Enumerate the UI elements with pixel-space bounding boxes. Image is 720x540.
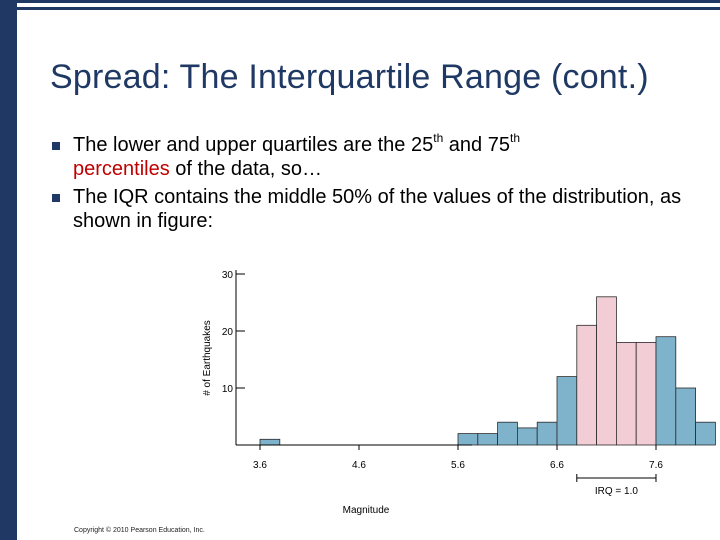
highlighted-term: percentiles [73, 158, 170, 180]
histogram-bar [695, 421, 716, 446]
y-axis-label: # of Earthquakes [202, 320, 213, 396]
x-tick-label: 5.6 [451, 460, 465, 471]
top-rule-secondary [17, 7, 720, 10]
histogram-bar [259, 438, 281, 446]
bullet-text: and 75 [443, 134, 510, 156]
histogram-bars [259, 296, 716, 446]
histogram-bar [675, 387, 696, 446]
iqr-bracket [576, 474, 657, 482]
bullet-item-iqr: The IQR contains the middle 50% of the v… [50, 185, 690, 233]
x-axis-label: Magnitude [343, 505, 390, 516]
top-rule [17, 0, 720, 3]
y-tick-label: 20 [222, 327, 234, 338]
superscript: th [509, 131, 520, 146]
histogram-bar-iqr [635, 341, 657, 446]
copyright-text: Copyright © 2010 Pearson Education, Inc. [74, 527, 205, 534]
left-accent-bar [0, 0, 17, 540]
iqr-label: IRQ = 1.0 [595, 486, 639, 497]
histogram-bar [556, 376, 578, 446]
x-tick-label: 6.6 [550, 460, 564, 471]
bullet-list: The lower and upper quartiles are the 25… [50, 131, 690, 237]
histogram-bar [517, 427, 538, 446]
x-tick-label: 4.6 [352, 460, 366, 471]
slide-title: Spread: The Interquartile Range (cont.) [50, 58, 649, 96]
x-tick-label: 3.6 [253, 460, 267, 471]
histogram-bar-iqr [616, 341, 637, 446]
bullet-item-quartiles: The lower and upper quartiles are the 25… [50, 131, 690, 181]
histogram-bar [655, 336, 677, 446]
square-bullet-icon [52, 142, 60, 150]
bullet-text: The lower and upper quartiles are the 25 [73, 134, 434, 156]
histogram-bar-iqr [576, 324, 597, 446]
square-bullet-icon [52, 194, 60, 202]
y-tick-label: 10 [222, 384, 234, 395]
histogram-bar-iqr [596, 296, 617, 446]
x-tick-label: 7.6 [649, 460, 663, 471]
histogram-bar [477, 433, 498, 446]
bullet-text: The IQR contains the middle 50% of the v… [73, 186, 682, 232]
bullet-text: of the data, so… [169, 158, 323, 180]
histogram-bar [457, 433, 479, 446]
y-tick-label: 30 [222, 270, 234, 281]
histogram-bar [536, 421, 558, 446]
superscript: th [433, 131, 444, 146]
histogram-bar [497, 421, 518, 446]
